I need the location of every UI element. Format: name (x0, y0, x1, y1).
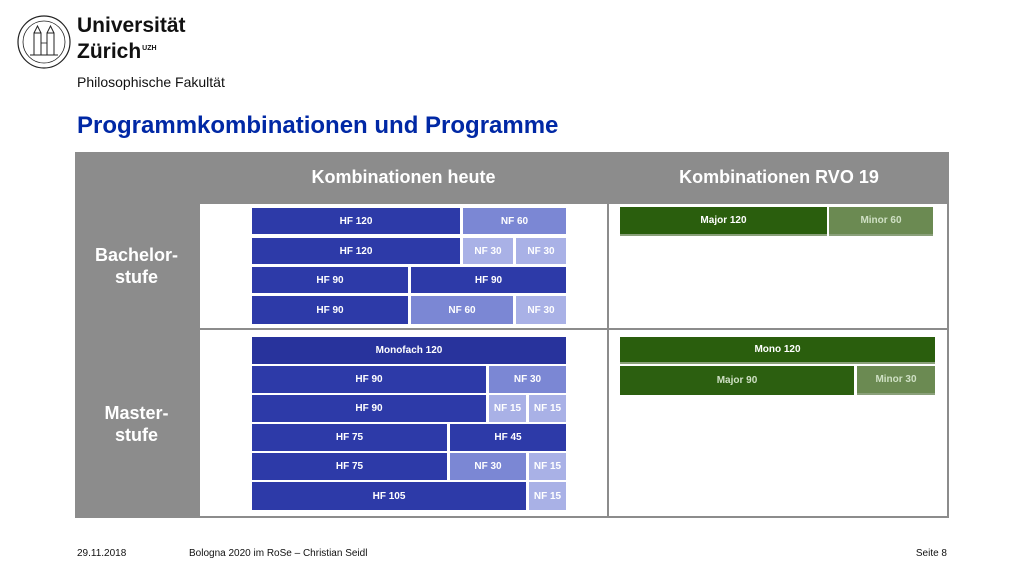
university-line2: Zürich (77, 40, 142, 63)
block-nf: NF 15 (529, 395, 566, 422)
footer-date: 29.11.2018 (77, 548, 127, 559)
row-label-master: Master- stufe (75, 329, 198, 518)
block-major: Major 90 (620, 366, 854, 395)
row-label-bachelor-text: Bachelor- stufe (94, 244, 179, 287)
block-hf: HF 120 (252, 208, 460, 234)
block-nf: NF 15 (489, 395, 526, 422)
block-hf: HF 75 (252, 424, 447, 451)
block-hf: HF 90 (252, 296, 408, 324)
block-minor: Minor 60 (829, 207, 933, 236)
block-mono: Mono 120 (620, 337, 935, 364)
block-minor: Minor 30 (857, 366, 935, 395)
header-kombinationen-rvo19: Kombinationen RVO 19 (609, 152, 949, 202)
block-hf: HF 45 (450, 424, 566, 451)
faculty-name: Philosophische Fakultät (77, 74, 225, 90)
block-hf: HF 75 (252, 453, 447, 480)
university-name: Universität ZürichUZH (77, 14, 186, 63)
block-hf: HF 90 (252, 395, 486, 422)
block-monofach: Monofach 120 (252, 337, 566, 364)
block-nf: NF 60 (411, 296, 513, 324)
block-nf: NF 60 (463, 208, 566, 234)
footer-page-number: Seite 8 (915, 548, 947, 559)
university-line1: Universität (77, 14, 186, 37)
block-nf: NF 30 (516, 238, 566, 264)
uzh-badge: UZH (142, 45, 157, 52)
row-label-master-text: Master- stufe (104, 402, 169, 445)
block-hf: HF 90 (252, 267, 408, 293)
block-nf: NF 15 (529, 482, 566, 510)
block-nf: NF 30 (450, 453, 526, 480)
header-kombinationen-heute: Kombinationen heute (198, 152, 609, 202)
block-hf: HF 90 (411, 267, 566, 293)
page-title: Programmkombinationen und Programme (77, 112, 559, 139)
block-nf: NF 30 (463, 238, 513, 264)
uzh-seal-logo (17, 15, 71, 69)
block-major: Major 120 (620, 207, 827, 236)
block-nf: NF 30 (489, 366, 566, 393)
row-label-bachelor: Bachelor- stufe (75, 202, 198, 329)
block-nf: NF 30 (516, 296, 566, 324)
block-nf: NF 15 (529, 453, 566, 480)
table-corner (75, 152, 200, 202)
block-hf: HF 90 (252, 366, 486, 393)
footer-presentation: Bologna 2020 im RoSe – Christian Seidl (189, 548, 368, 559)
block-hf: HF 105 (252, 482, 526, 510)
block-hf: HF 120 (252, 238, 460, 264)
